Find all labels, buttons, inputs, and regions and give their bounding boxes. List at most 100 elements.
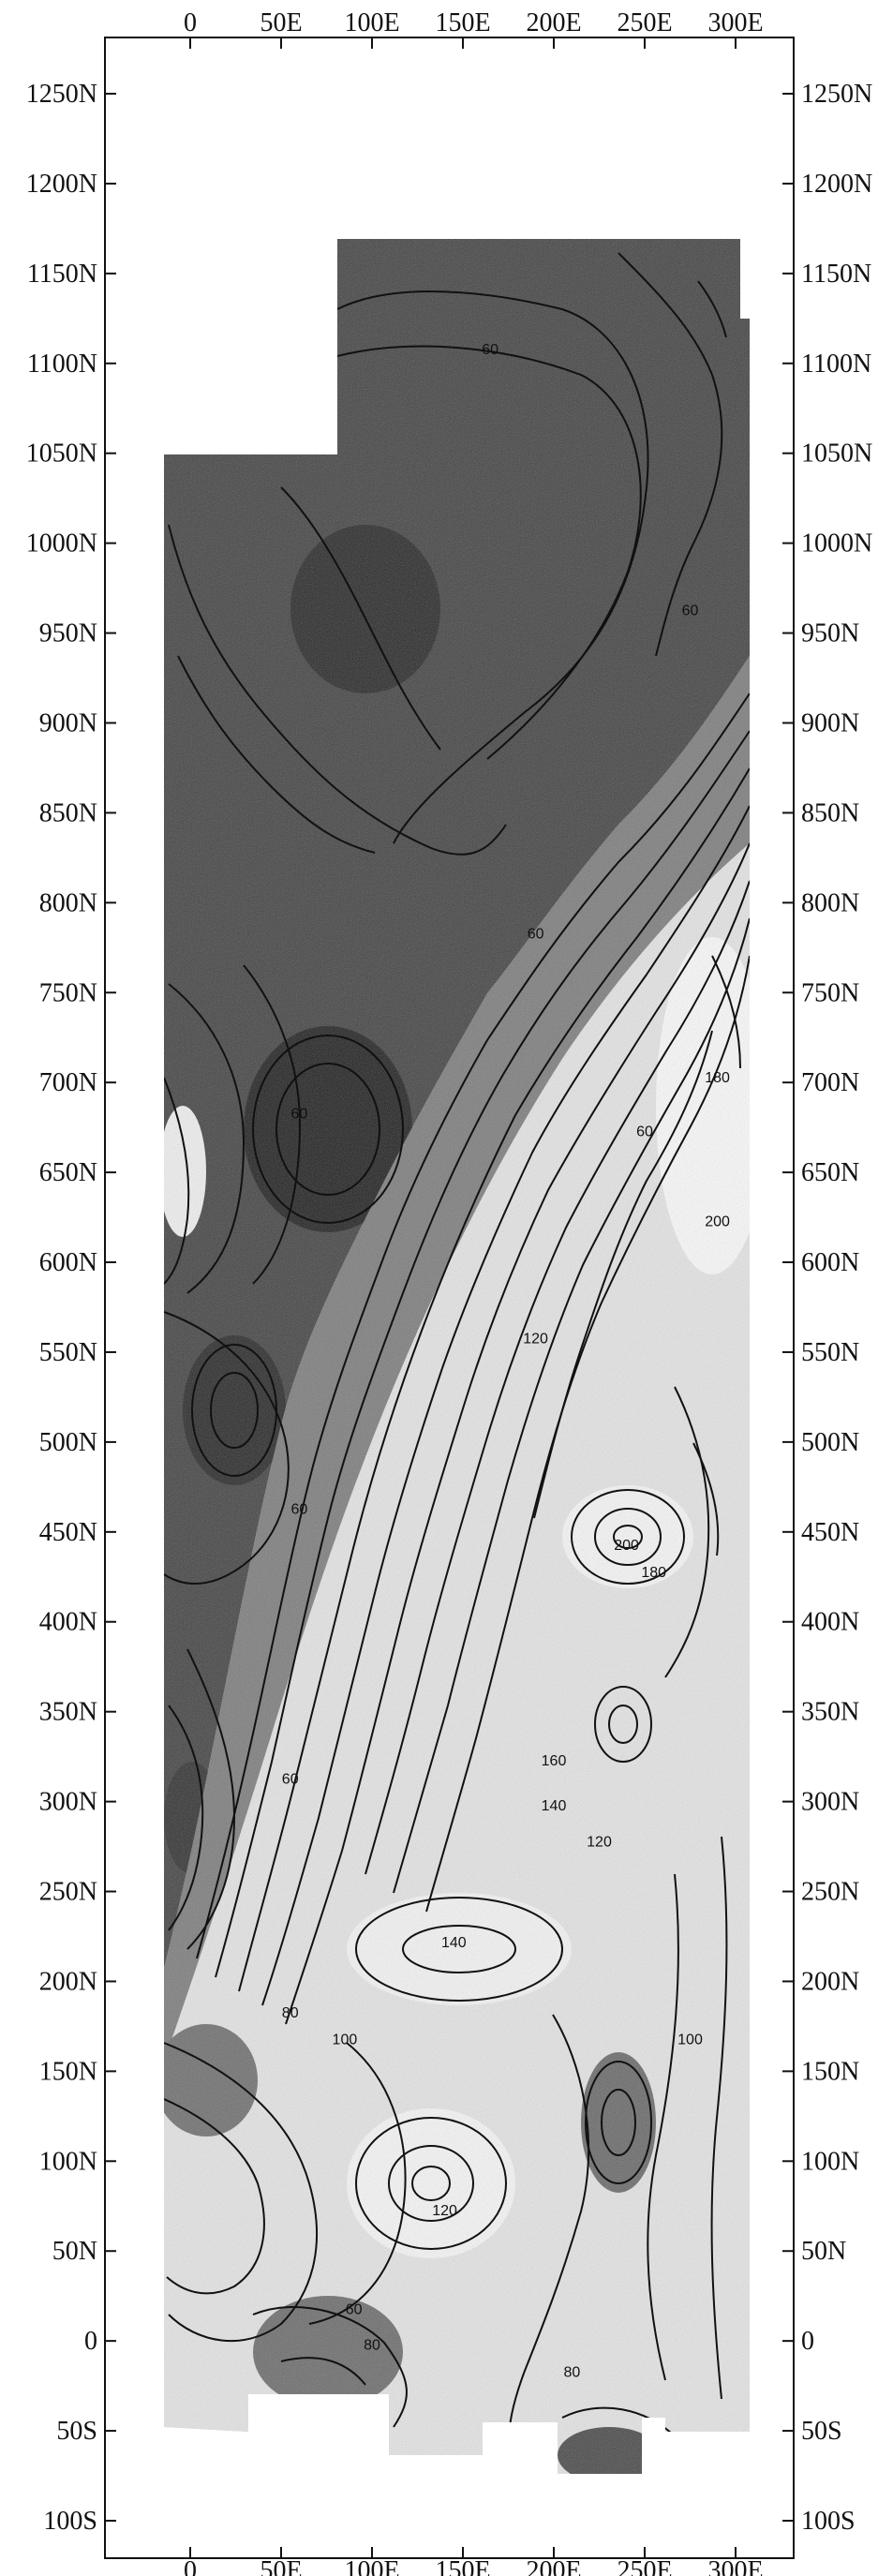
contour-value-label: 80 [282, 2005, 299, 2021]
y-tick-label-left: 150N [39, 2057, 97, 2086]
contour-value-label: 60 [636, 1124, 653, 1140]
contour-value-label: 120 [587, 1835, 612, 1851]
y-tick-label-left: 950N [39, 619, 97, 648]
y-tick-label-left: 850N [39, 798, 97, 827]
y-tick-label-left: 50N [52, 2237, 97, 2266]
contour-value-label: 60 [682, 603, 699, 618]
y-tick-label-left: 1050N [26, 439, 97, 469]
y-tick-label-right: 1000N [801, 529, 872, 558]
y-tick-label-right: 0 [801, 2327, 814, 2356]
y-tick-label-right: 1150N [801, 260, 871, 289]
x-tick-label-bottom: 250E [617, 2556, 672, 2576]
y-tick-label-left: 550N [39, 1338, 97, 1367]
y-tick-label-right: 550N [801, 1338, 859, 1367]
y-tick-label-left: 500N [39, 1428, 97, 1457]
x-tick-label-top: 150E [435, 8, 490, 37]
contour-value-label: 60 [528, 927, 544, 943]
contour-value-label: 60 [291, 1502, 308, 1518]
x-tick-label-bottom: 50E [260, 2556, 302, 2576]
y-tick-label-right: 800N [801, 888, 859, 917]
y-tick-label-right: 100S [801, 2507, 856, 2536]
y-tick-label-left: 400N [39, 1608, 97, 1637]
shaded-relief [164, 239, 750, 2474]
x-tick-label-top: 250E [617, 8, 672, 37]
y-tick-label-left: 100S [43, 2507, 97, 2536]
plot-frame [104, 37, 795, 2559]
x-tick-label-top: 0 [184, 8, 197, 37]
y-tick-label-right: 450N [801, 1518, 859, 1547]
contour-value-label: 100 [677, 2033, 703, 2048]
y-tick-label-left: 450N [39, 1518, 97, 1547]
y-tick-label-right: 100N [801, 2147, 859, 2176]
y-tick-label-right: 950N [801, 619, 859, 648]
y-tick-label-left: 1000N [26, 529, 97, 558]
x-tick-label-bottom: 300E [707, 2556, 763, 2576]
x-tick-label-bottom: 150E [435, 2556, 490, 2576]
y-tick-label-left: 900N [39, 708, 97, 737]
contour-value-label: 180 [641, 1565, 666, 1581]
contour-lines [164, 252, 750, 2456]
y-tick-label-left: 600N [39, 1248, 97, 1277]
x-tick-label-top: 50E [260, 8, 302, 37]
contour-value-label: 200 [614, 1538, 639, 1554]
y-tick-label-left: 1150N [27, 260, 97, 289]
contour-value-label: 60 [346, 2301, 363, 2317]
y-tick-label-right: 250N [801, 1878, 859, 1907]
contour-value-label: 140 [441, 1935, 467, 1951]
x-tick-label-top: 100E [344, 8, 399, 37]
y-tick-label-right: 350N [801, 1698, 859, 1727]
y-tick-label-right: 400N [801, 1608, 859, 1637]
right-axis: 1250N 1200N 1150N 1100N 1050N 1000N 950N 900N 85… [782, 80, 872, 2536]
y-tick-label-right: 1100N [801, 350, 871, 379]
contour-value-label: 180 [705, 1070, 730, 1086]
y-tick-label-left: 100N [39, 2147, 97, 2176]
y-tick-label-right: 850N [801, 798, 859, 827]
y-tick-label-right: 900N [801, 708, 859, 737]
y-tick-label-right: 200N [801, 1967, 859, 1996]
y-tick-label-left: 50S [56, 2417, 97, 2446]
x-tick-label-bottom: 100E [344, 2556, 399, 2576]
y-tick-label-left: 750N [39, 978, 97, 1007]
y-tick-label-right: 500N [801, 1428, 859, 1457]
y-tick-label-right: 1250N [801, 80, 872, 109]
x-tick-label-top: 200E [526, 8, 581, 37]
contour-value-label: 60 [482, 342, 499, 358]
y-tick-label-left: 250N [39, 1878, 97, 1907]
contour-value-label: 80 [364, 2338, 380, 2354]
contour-value-label: 160 [542, 1753, 567, 1769]
top-axis: 0 50E 100E 150E 200E 250E 300E [184, 8, 764, 49]
y-tick-label-right: 1200N [801, 170, 872, 199]
contour-value-label: 60 [282, 1771, 299, 1787]
y-tick-label-left: 1250N [26, 80, 97, 109]
contour-value-label: 120 [523, 1331, 548, 1347]
contour-value-label: 200 [705, 1214, 730, 1230]
x-tick-label-top: 300E [707, 8, 763, 37]
y-tick-label-left: 1200N [26, 170, 97, 199]
contour-value-label: 140 [542, 1798, 567, 1814]
y-tick-label-left: 1100N [27, 350, 97, 379]
y-tick-label-left: 350N [39, 1698, 97, 1727]
y-tick-label-right: 50N [801, 2237, 846, 2266]
contour-label-layer: 60 60 60 60 60 60 60 80 100 120 120 120 140 140 160 180… [282, 342, 730, 2380]
y-tick-label-right: 650N [801, 1158, 859, 1187]
y-tick-label-left: 300N [39, 1788, 97, 1817]
x-tick-label-bottom: 200E [526, 2556, 581, 2576]
bottom-axis: 0 50E 100E 150E 200E 250E 300E [184, 2547, 764, 2576]
y-tick-label-right: 1050N [801, 439, 872, 469]
y-tick-label-right: 700N [801, 1068, 859, 1097]
y-tick-label-left: 800N [39, 888, 97, 917]
contour-value-label: 80 [564, 2365, 581, 2381]
y-tick-label-right: 750N [801, 978, 859, 1007]
y-tick-label-right: 300N [801, 1788, 859, 1817]
x-tick-label-bottom: 0 [184, 2556, 197, 2576]
contour-value-label: 120 [432, 2203, 457, 2219]
y-tick-label-left: 650N [39, 1158, 97, 1187]
contour-value-label: 60 [291, 1107, 308, 1123]
contour-value-label: 100 [333, 2033, 358, 2048]
y-tick-label-left: 200N [39, 1967, 97, 1996]
y-tick-label-left: 700N [39, 1068, 97, 1097]
y-tick-label-right: 600N [801, 1248, 859, 1277]
y-tick-label-right: 150N [801, 2057, 859, 2086]
